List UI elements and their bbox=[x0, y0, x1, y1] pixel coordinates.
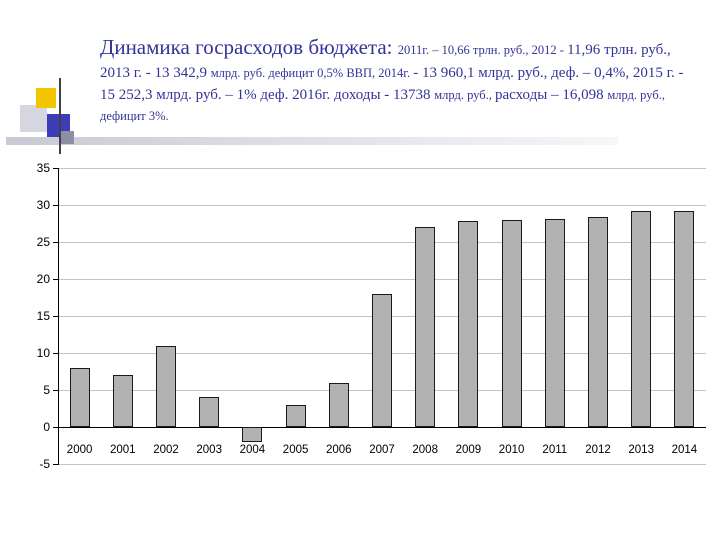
slide-title: Динамика госрасходов бюджета: 2011г. – 1… bbox=[100, 34, 698, 126]
x-tick-label: 2004 bbox=[239, 444, 266, 456]
y-tick-label: 10 bbox=[36, 346, 50, 360]
y-tick-label: 25 bbox=[36, 235, 50, 249]
x-tick-label: 2002 bbox=[153, 444, 179, 456]
y-axis-tick bbox=[53, 316, 58, 317]
bar-2008 bbox=[415, 227, 436, 427]
y-axis-tick bbox=[53, 464, 58, 465]
y-axis-tick bbox=[53, 353, 58, 354]
bar-2013 bbox=[631, 210, 652, 427]
value-axis-line bbox=[58, 168, 59, 465]
title-segment: 2012 - bbox=[531, 43, 568, 57]
y-axis-tick bbox=[53, 390, 58, 391]
category-axis-line bbox=[58, 427, 706, 428]
x-tick-label: 2013 bbox=[628, 444, 654, 456]
y-axis-tick bbox=[53, 427, 58, 428]
x-tick-label: 2010 bbox=[498, 444, 525, 456]
decoration-square-light-gray bbox=[20, 105, 47, 132]
x-tick-label: 2012 bbox=[585, 444, 611, 456]
gridline bbox=[58, 242, 706, 243]
title-segment: Динамика госрасходов бюджета: bbox=[100, 35, 398, 59]
x-tick-label: 2006 bbox=[326, 444, 352, 456]
decoration-square-small-gray bbox=[61, 131, 74, 144]
y-tick-label: 35 bbox=[36, 161, 50, 175]
bar-2003 bbox=[199, 397, 220, 427]
title-segment: млрд. руб., bbox=[434, 87, 496, 102]
x-tick-label: 2007 bbox=[369, 444, 395, 456]
title-segment: млрд. руб. дефицит 0,5% ВВП, 2014г. bbox=[210, 65, 414, 80]
bar-2002 bbox=[156, 345, 176, 427]
y-tick-label: 15 bbox=[36, 309, 50, 323]
x-tick-label: 2005 bbox=[282, 444, 309, 456]
x-tick-label: 2014 bbox=[671, 444, 698, 456]
bar-2014 bbox=[674, 210, 695, 427]
title-segment: расходы – 16,098 bbox=[495, 86, 608, 103]
y-axis-tick bbox=[53, 279, 58, 280]
bar-2006 bbox=[328, 382, 349, 427]
bar-2000 bbox=[69, 367, 90, 427]
gridline bbox=[58, 168, 706, 169]
title-segment: 2011г. – 10,66 трлн. руб., bbox=[397, 43, 532, 57]
x-tick-label: 2008 bbox=[412, 444, 438, 456]
y-tick-label: 5 bbox=[43, 383, 50, 397]
x-tick-label: 2001 bbox=[110, 444, 136, 456]
y-axis-tick bbox=[53, 242, 58, 243]
title-segment: млрд. руб., дефицит 3%. bbox=[100, 87, 665, 124]
gridline bbox=[58, 464, 706, 465]
title-segment: - 13 960,1 млрд. руб., деф. – 0,4%, 2015… bbox=[100, 64, 684, 103]
decoration-band bbox=[6, 137, 618, 145]
bar-2004 bbox=[242, 427, 263, 442]
decoration-square-yellow bbox=[36, 88, 56, 108]
x-tick-label: 2003 bbox=[196, 444, 222, 456]
y-tick-label: 30 bbox=[36, 198, 50, 212]
bar-2010 bbox=[501, 219, 522, 427]
x-tick-label: 2009 bbox=[455, 444, 482, 456]
bar-2009 bbox=[458, 221, 479, 427]
y-tick-label: -5 bbox=[39, 457, 50, 471]
x-tick-label: 2000 bbox=[66, 444, 93, 456]
title-segment: 2016г. доходы - 13738 bbox=[292, 86, 435, 103]
bar-2005 bbox=[285, 404, 306, 427]
y-tick-label: 20 bbox=[36, 272, 50, 286]
bar-2007 bbox=[372, 293, 392, 427]
y-axis-tick bbox=[53, 168, 58, 169]
gridline bbox=[58, 205, 706, 206]
bar-2011 bbox=[544, 219, 565, 427]
bar-2012 bbox=[588, 216, 608, 427]
gridline bbox=[58, 279, 706, 280]
bar-2001 bbox=[112, 375, 133, 427]
x-tick-label: 2011 bbox=[542, 444, 568, 456]
y-tick-label: 0 bbox=[43, 420, 50, 434]
title-segment: 11,96 трлн. руб., 2013 г. - 13 342,9 bbox=[100, 42, 671, 81]
y-axis-tick bbox=[53, 205, 58, 206]
decoration-vertical-line bbox=[59, 78, 61, 154]
